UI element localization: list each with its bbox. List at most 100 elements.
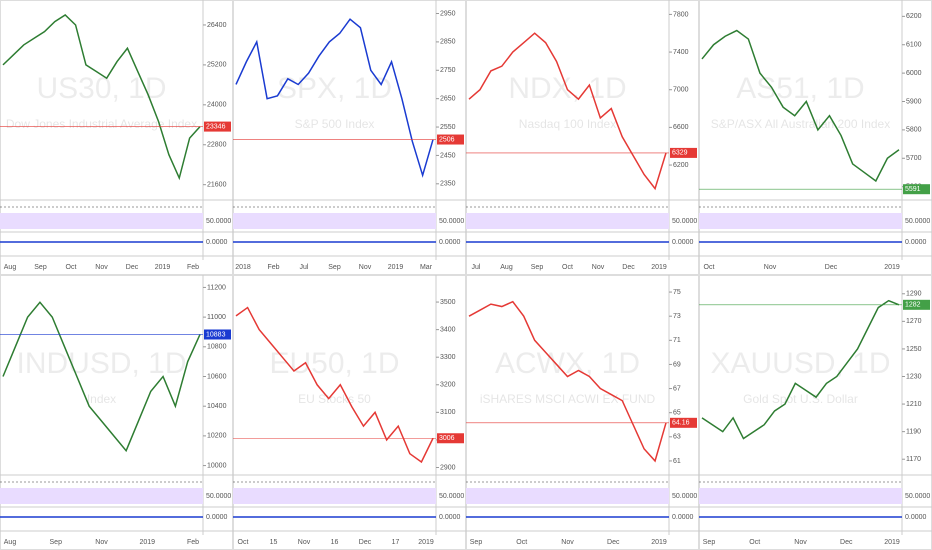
panel-border <box>699 275 932 550</box>
time-label: Dec <box>840 539 853 546</box>
time-label: 16 <box>331 539 339 546</box>
macd-level: 0.0000 <box>439 514 461 521</box>
y-tick-label: 22800 <box>207 142 227 149</box>
rsi-band <box>233 488 436 504</box>
last-price: 3006 <box>439 435 455 442</box>
last-price-tag <box>670 147 697 158</box>
y-tick-label: 2350 <box>440 181 456 188</box>
y-tick-label: 6200 <box>906 13 922 20</box>
last-price-tag <box>204 121 231 132</box>
last-price: 2506 <box>439 136 455 143</box>
y-tick-label: 6000 <box>906 70 922 77</box>
time-label: Mar <box>420 264 433 271</box>
y-tick-label: 1290 <box>906 291 922 298</box>
time-label: Nov <box>359 264 372 271</box>
macd-level: 0.0000 <box>439 239 461 246</box>
y-tick-label: 1250 <box>906 346 922 353</box>
price-line <box>468 32 667 191</box>
time-label: Dec <box>622 264 635 271</box>
chart-panel: XAUUSD, 1D Gold Spot U.S. Dollar 1290 1270 1… <box>699 275 932 550</box>
time-label: Aug <box>500 264 513 271</box>
chart-panel: US30, 1D Dow Jones Industrial Average Ind… <box>0 0 233 275</box>
y-tick-label: 10600 <box>207 373 227 380</box>
price-line <box>235 306 434 464</box>
price-line <box>2 301 201 453</box>
chart-panel: AS51, 1D S&P/ASX All Australian 200 Index… <box>699 0 932 275</box>
time-label: 17 <box>392 539 400 546</box>
description: Index <box>87 392 116 406</box>
last-price: 64.16 <box>672 420 690 427</box>
y-tick-label: 3100 <box>440 409 456 416</box>
description: Nasdaq 100 Index <box>519 117 616 131</box>
time-label: Nov <box>764 264 777 271</box>
last-price: 5591 <box>905 186 921 193</box>
y-tick-label: 6100 <box>906 42 922 49</box>
time-label: Nov <box>95 264 108 271</box>
time-label: Feb <box>267 264 279 271</box>
description: Dow Jones Industrial Average Index <box>6 117 197 131</box>
time-label: 2019 <box>884 264 900 271</box>
macd-level: 0.0000 <box>905 514 927 521</box>
time-label: Sep <box>328 264 341 271</box>
y-tick-label: 2900 <box>440 464 456 471</box>
watermark: XAUUSD, 1D <box>710 347 890 380</box>
time-label: 2019 <box>884 539 900 546</box>
y-tick-label: 2950 <box>440 10 456 17</box>
time-label: Jul <box>472 264 481 271</box>
y-tick-label: 3200 <box>440 382 456 389</box>
rsi-band <box>0 488 203 504</box>
watermark: EU50, 1D <box>269 347 399 380</box>
y-tick-label: 6200 <box>673 162 689 169</box>
price-line <box>701 299 900 440</box>
time-label: Oct <box>562 264 573 271</box>
time-label: Dec <box>359 539 372 546</box>
y-tick-label: 25200 <box>207 62 227 69</box>
panel-border <box>0 275 233 550</box>
panel-border <box>0 0 233 275</box>
y-tick-label: 26400 <box>207 22 227 29</box>
time-label: Oct <box>704 264 715 271</box>
time-label: Oct <box>238 539 249 546</box>
y-tick-label: 65 <box>673 410 681 417</box>
rsi-level: 50.0000 <box>905 218 930 225</box>
time-label: 2019 <box>388 264 404 271</box>
price-line <box>701 29 900 183</box>
y-tick-label: 73 <box>673 313 681 320</box>
time-label: Nov <box>592 264 605 271</box>
time-label: Sep <box>50 539 63 546</box>
y-tick-label: 71 <box>673 337 681 344</box>
time-label: Oct <box>66 264 77 271</box>
time-label: Feb <box>187 539 199 546</box>
last-price-tag <box>903 299 930 310</box>
time-label: Feb <box>187 264 199 271</box>
y-tick-label: 21600 <box>207 182 227 189</box>
last-price: 6329 <box>672 150 688 157</box>
rsi-level: 50.0000 <box>439 218 464 225</box>
last-price-tag <box>204 329 231 340</box>
y-tick-label: 11000 <box>207 314 226 321</box>
last-price-tag <box>670 417 697 428</box>
y-tick-label: 1170 <box>906 456 921 463</box>
time-label: Nov <box>561 539 574 546</box>
time-label: Aug <box>4 539 17 546</box>
y-tick-label: 10800 <box>207 344 227 351</box>
y-tick-label: 1210 <box>906 401 922 408</box>
description: EU Stocks 50 <box>298 392 371 406</box>
time-label: Dec <box>126 264 139 271</box>
y-tick-label: 7000 <box>673 87 689 94</box>
panel-border <box>466 0 699 275</box>
watermark: SPX, 1D <box>277 72 392 105</box>
rsi-band <box>233 213 436 229</box>
macd-level: 0.0000 <box>672 239 694 246</box>
rsi-level: 50.0000 <box>439 493 464 500</box>
time-label: 2019 <box>418 539 434 546</box>
watermark: INDUSD, 1D <box>16 347 186 380</box>
y-tick-label: 1230 <box>906 373 922 380</box>
rsi-band <box>466 488 669 504</box>
y-tick-label: 7800 <box>673 11 689 18</box>
y-tick-label: 7400 <box>673 49 689 56</box>
time-label: Aug <box>4 264 17 271</box>
y-tick-label: 3400 <box>440 326 456 333</box>
time-label: Sep <box>34 264 47 271</box>
